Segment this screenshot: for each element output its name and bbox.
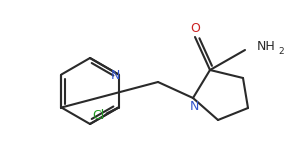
Text: O: O xyxy=(190,22,200,35)
Text: Cl: Cl xyxy=(93,109,105,122)
Text: N: N xyxy=(189,100,199,113)
Text: NH: NH xyxy=(257,41,276,54)
Text: N: N xyxy=(111,69,120,82)
Text: 2: 2 xyxy=(278,48,284,57)
